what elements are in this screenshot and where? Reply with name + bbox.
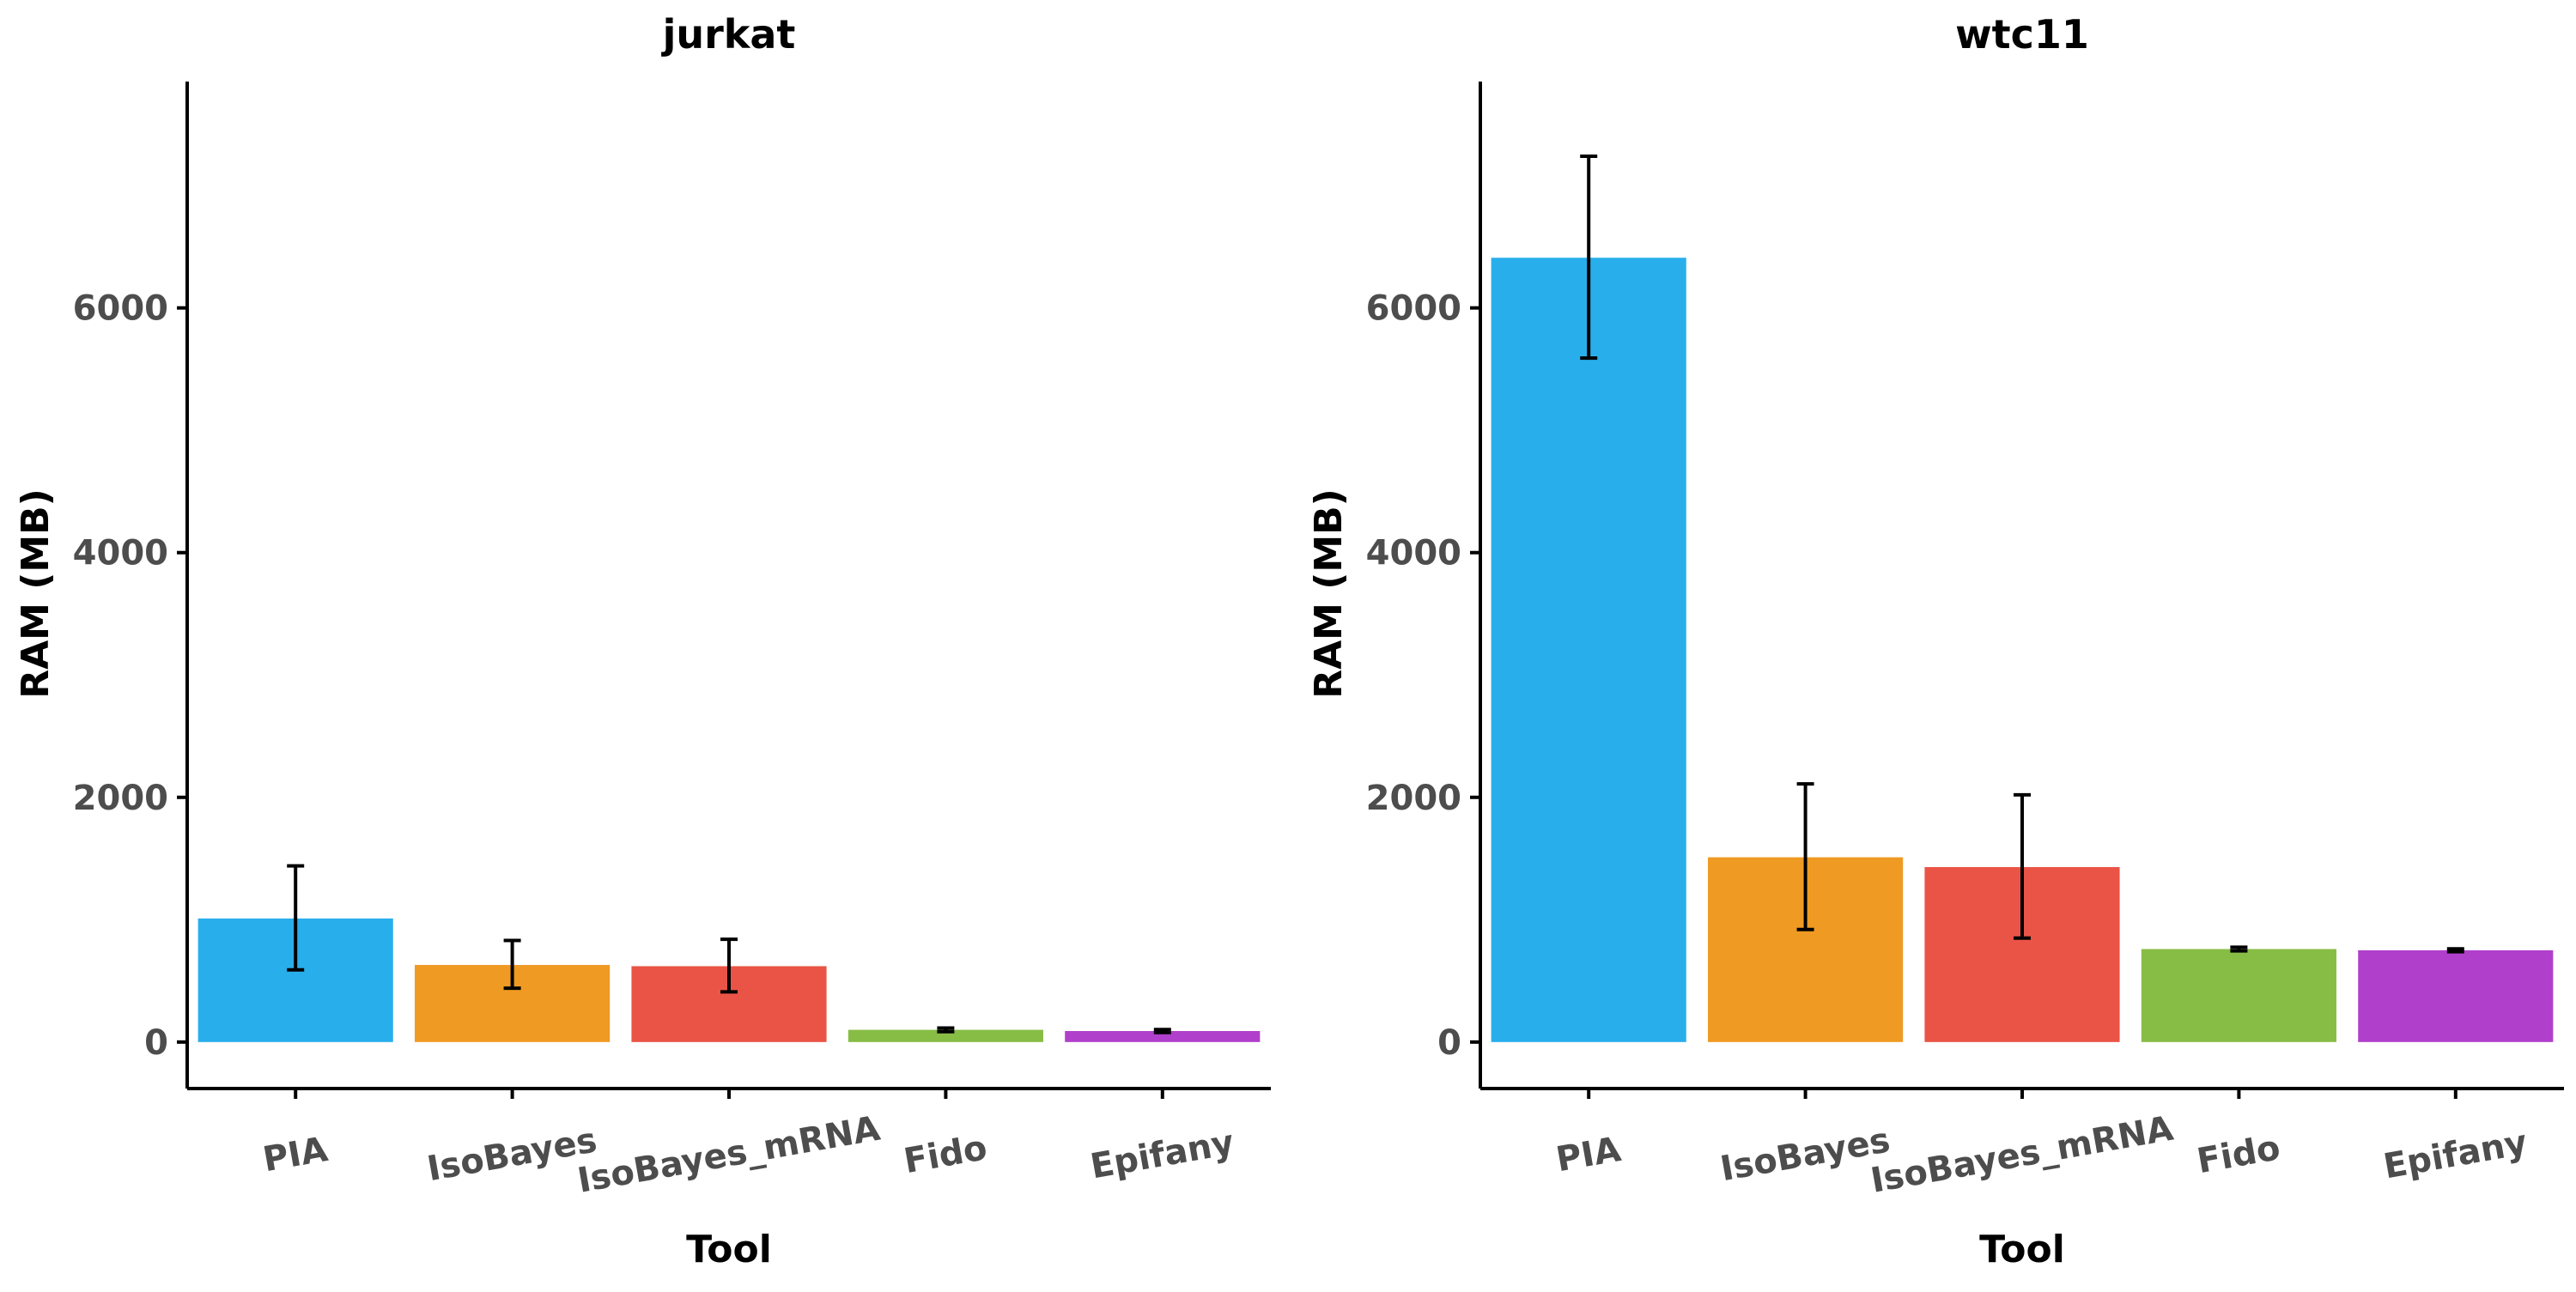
error-bar-isobayes_mrna [2014, 792, 2031, 940]
y-tick-label: 6000 [73, 289, 168, 329]
error-bar-fido [2230, 945, 2248, 953]
panel-title: wtc11 [1955, 11, 2089, 58]
error-bar-isobayes [503, 938, 521, 991]
y-tick-label: 4000 [1366, 534, 1461, 573]
bar-pia [1491, 258, 1686, 1042]
y-tick-label: 4000 [73, 534, 168, 573]
error-bar-isobayes [1796, 782, 1814, 931]
bar-epifany [1065, 1031, 1261, 1042]
error-bar-epifany [2446, 947, 2464, 954]
error-bar-pia [287, 864, 305, 972]
y-tick-label: 2000 [1366, 779, 1461, 818]
error-bar-isobayes_mrna [720, 937, 738, 994]
bar-epifany [2358, 949, 2554, 1042]
y-axis-title: RAM (MB) [1307, 488, 1351, 699]
y-axis-title: RAM (MB) [14, 488, 58, 699]
error-bar-epifany [1153, 1028, 1171, 1034]
panel-title: jurkat [661, 11, 796, 58]
error-bar-fido [937, 1026, 955, 1034]
y-tick-label: 0 [144, 1023, 168, 1063]
x-axis-title: Tool [1979, 1228, 2065, 1271]
bar-fido [2141, 949, 2336, 1042]
y-tick-label: 6000 [1366, 289, 1461, 329]
bar-fido [848, 1029, 1043, 1042]
x-axis-title: Tool [686, 1228, 772, 1271]
error-bar-pia [1580, 154, 1598, 361]
y-tick-label: 2000 [73, 779, 168, 818]
y-tick-label: 0 [1437, 1023, 1461, 1063]
